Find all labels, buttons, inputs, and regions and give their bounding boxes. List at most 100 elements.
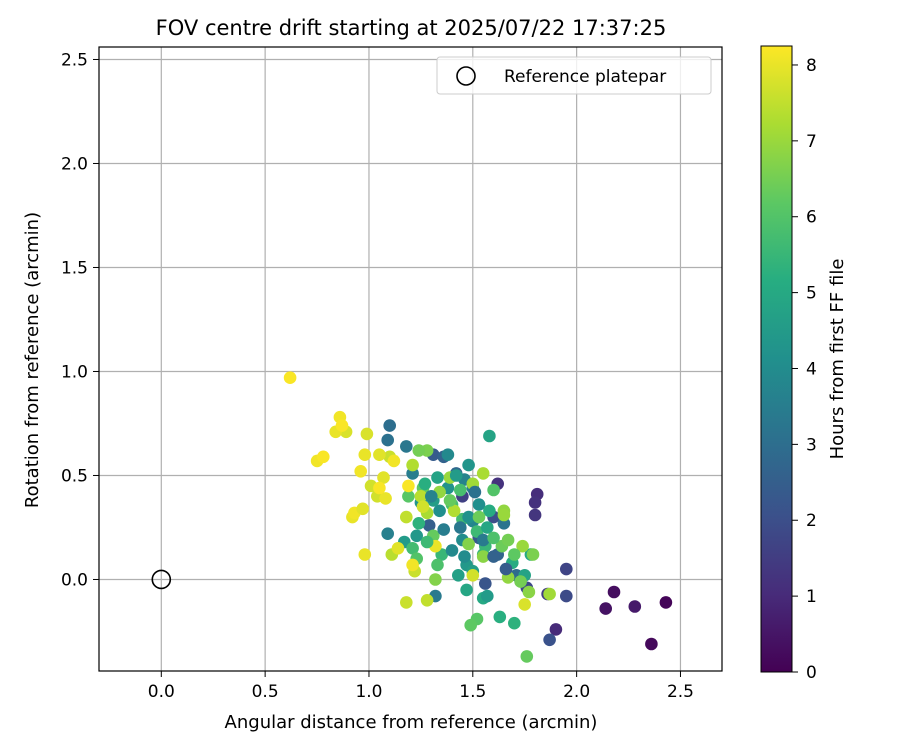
y-axis-ticks: 0.0 0.5 1.0 1.5 2.0 2.5 <box>61 50 99 590</box>
x-tick-label: 0.0 <box>148 682 175 702</box>
data-point <box>458 550 471 563</box>
data-point <box>358 548 372 561</box>
data-point <box>447 504 461 518</box>
data-point <box>414 490 428 503</box>
data-point <box>508 548 521 561</box>
colorbar-tick-label: 2 <box>806 511 817 531</box>
grid-lines <box>99 47 722 671</box>
data-point <box>379 492 392 505</box>
y-tick-label: 0.0 <box>61 570 88 590</box>
y-axis-label: Rotation from reference (arcmin) <box>22 212 43 508</box>
data-point <box>468 485 482 499</box>
data-point <box>599 602 612 615</box>
data-point <box>410 529 424 543</box>
data-point <box>518 598 531 611</box>
y-tick-label: 1.5 <box>61 258 88 278</box>
data-point <box>607 585 621 599</box>
colorbar-tick-label: 8 <box>806 56 817 76</box>
x-tick-label: 2.0 <box>563 682 590 702</box>
data-point <box>560 562 573 576</box>
data-point <box>501 533 515 547</box>
data-point <box>497 508 511 522</box>
data-point <box>335 419 349 432</box>
data-point <box>481 521 494 534</box>
data-point <box>543 633 556 647</box>
data-point <box>406 542 419 555</box>
x-tick-label: 2.5 <box>667 682 694 702</box>
data-point <box>520 650 534 663</box>
legend-label: Reference platepar <box>504 67 666 87</box>
data-point <box>400 440 413 453</box>
x-tick-label: 1.0 <box>355 682 382 702</box>
data-point <box>443 494 457 507</box>
data-point <box>659 596 673 609</box>
data-point <box>499 562 513 576</box>
data-point <box>406 458 419 472</box>
data-point <box>462 537 475 551</box>
data-point <box>416 500 430 513</box>
data-point <box>452 569 465 582</box>
data-point <box>549 623 563 636</box>
data-point <box>628 600 642 613</box>
data-point <box>431 471 444 484</box>
data-point <box>487 483 500 497</box>
data-point <box>645 637 658 651</box>
data-point <box>462 510 475 524</box>
y-tick-label: 2.0 <box>61 154 88 174</box>
data-point <box>487 531 500 545</box>
data-point <box>422 519 436 532</box>
data-point <box>476 467 490 480</box>
data-point <box>449 469 463 482</box>
data-point <box>437 523 451 536</box>
data-points <box>283 371 673 663</box>
data-point <box>464 618 478 632</box>
data-point <box>381 527 395 540</box>
data-point <box>358 448 372 462</box>
data-point <box>466 569 480 582</box>
data-point <box>402 490 415 503</box>
y-tick-label: 0.5 <box>61 466 88 486</box>
data-point <box>508 616 521 630</box>
data-point <box>543 587 556 601</box>
data-point <box>483 429 496 443</box>
y-tick-label: 1.0 <box>61 362 88 382</box>
data-point <box>431 558 444 572</box>
data-point <box>493 610 507 624</box>
data-point <box>516 539 529 553</box>
colorbar-tick-label: 3 <box>806 435 817 455</box>
data-point <box>560 589 573 603</box>
colorbar-label: Hours from first FF file <box>827 259 848 460</box>
x-axis-ticks: 0.0 0.5 1.0 1.5 2.0 2.5 <box>148 671 694 702</box>
data-point <box>360 427 374 441</box>
colorbar-tick-label: 5 <box>806 284 817 304</box>
data-point <box>381 433 395 447</box>
data-point <box>420 535 434 549</box>
colorbar-gradient <box>760 45 793 673</box>
data-point <box>387 454 401 468</box>
colorbar-ticks: 0 1 2 3 4 5 6 7 8 <box>792 56 817 683</box>
data-point <box>445 544 459 557</box>
data-point <box>400 510 413 524</box>
data-point <box>472 498 486 511</box>
data-point <box>479 577 492 590</box>
colorbar-tick-label: 4 <box>806 359 817 379</box>
data-point <box>522 585 536 599</box>
data-point <box>476 550 490 563</box>
data-point <box>483 504 496 518</box>
legend: Reference platepar <box>436 56 712 95</box>
data-point <box>418 477 432 491</box>
data-point <box>412 517 426 530</box>
data-point <box>283 371 297 385</box>
data-point <box>514 575 527 588</box>
data-point <box>377 471 390 484</box>
data-point <box>420 594 434 607</box>
data-point <box>383 419 397 432</box>
data-point <box>487 550 500 563</box>
data-point <box>454 521 467 534</box>
data-point <box>528 508 542 522</box>
data-point <box>429 573 442 586</box>
data-point <box>400 596 413 609</box>
data-point <box>454 483 467 497</box>
data-point <box>462 458 475 472</box>
